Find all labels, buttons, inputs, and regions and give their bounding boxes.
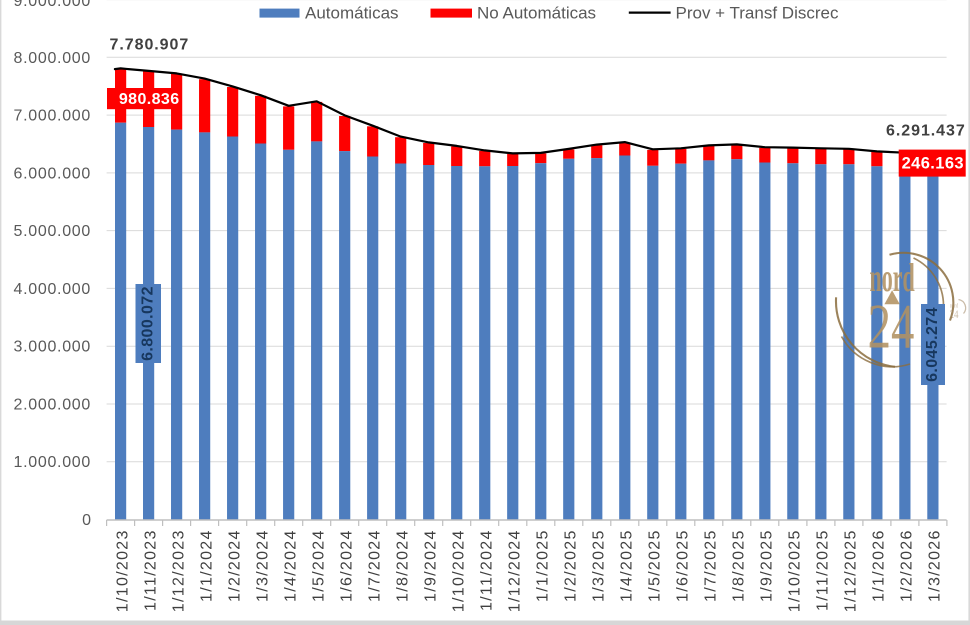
svg-text:1/2/2025: 1/2/2025: [563, 529, 580, 602]
svg-text:1/5/2025: 1/5/2025: [647, 529, 664, 602]
svg-text:6.000.000: 6.000.000: [14, 165, 91, 182]
svg-text:246.163: 246.163: [902, 155, 964, 173]
svg-text:1/11/2025: 1/11/2025: [815, 529, 832, 611]
svg-text:1/4/2025: 1/4/2025: [619, 529, 636, 602]
svg-text:1/6/2025: 1/6/2025: [675, 529, 692, 602]
svg-text:1/8/2024: 1/8/2024: [394, 529, 411, 602]
svg-text:6.800.072: 6.800.072: [139, 286, 156, 361]
svg-text:1/1/2026: 1/1/2026: [871, 529, 888, 602]
svg-text:1/6/2024: 1/6/2024: [338, 529, 355, 602]
svg-text:1/3/2026: 1/3/2026: [927, 529, 944, 602]
svg-text:1/2/2024: 1/2/2024: [226, 529, 243, 602]
svg-text:7.780.907: 7.780.907: [110, 37, 190, 54]
svg-text:1/3/2025: 1/3/2025: [591, 529, 608, 602]
svg-text:1/12/2024: 1/12/2024: [506, 529, 523, 612]
svg-text:8.000.000: 8.000.000: [14, 50, 91, 67]
svg-text:nord: nord: [950, 303, 958, 310]
svg-text:1/3/2024: 1/3/2024: [254, 529, 271, 602]
svg-text:No Automáticas: No Automáticas: [477, 3, 596, 22]
svg-text:6.045.274: 6.045.274: [924, 307, 941, 382]
svg-text:1/1/2025: 1/1/2025: [535, 529, 552, 602]
svg-text:24: 24: [950, 309, 960, 321]
svg-text:5.000.000: 5.000.000: [14, 223, 91, 240]
svg-text:6.291.437: 6.291.437: [886, 122, 966, 139]
svg-text:3.000.000: 3.000.000: [14, 339, 91, 356]
svg-text:1/5/2024: 1/5/2024: [310, 529, 327, 602]
svg-text:1/9/2024: 1/9/2024: [422, 529, 439, 602]
svg-text:1/2/2026: 1/2/2026: [899, 529, 916, 602]
svg-text:9.000.000: 9.000.000: [14, 0, 91, 10]
svg-text:1/9/2025: 1/9/2025: [759, 529, 776, 602]
svg-text:4.000.000: 4.000.000: [14, 281, 91, 298]
svg-text:1/1/2024: 1/1/2024: [198, 529, 215, 602]
svg-text:24: 24: [868, 291, 915, 362]
svg-text:1/10/2025: 1/10/2025: [787, 529, 804, 612]
svg-text:1/11/2024: 1/11/2024: [478, 529, 495, 611]
svg-text:1/7/2024: 1/7/2024: [366, 529, 383, 602]
svg-text:1/7/2025: 1/7/2025: [703, 529, 720, 602]
svg-text:Prov + Transf Discrec: Prov + Transf Discrec: [676, 3, 839, 22]
svg-text:1/12/2025: 1/12/2025: [843, 529, 860, 612]
svg-text:Automáticas: Automáticas: [305, 3, 399, 22]
svg-text:980.836: 980.836: [119, 91, 180, 108]
svg-text:1/11/2023: 1/11/2023: [142, 529, 159, 611]
svg-text:1.000.000: 1.000.000: [14, 454, 91, 471]
svg-text:2.000.000: 2.000.000: [14, 397, 91, 414]
svg-text:1/10/2024: 1/10/2024: [450, 529, 467, 612]
svg-text:1/10/2023: 1/10/2023: [114, 529, 131, 612]
svg-text:1/4/2024: 1/4/2024: [282, 529, 299, 602]
svg-text:1/8/2025: 1/8/2025: [731, 529, 748, 602]
svg-text:0: 0: [82, 512, 91, 529]
svg-text:7.000.000: 7.000.000: [14, 108, 91, 125]
svg-text:1/12/2023: 1/12/2023: [170, 529, 187, 612]
